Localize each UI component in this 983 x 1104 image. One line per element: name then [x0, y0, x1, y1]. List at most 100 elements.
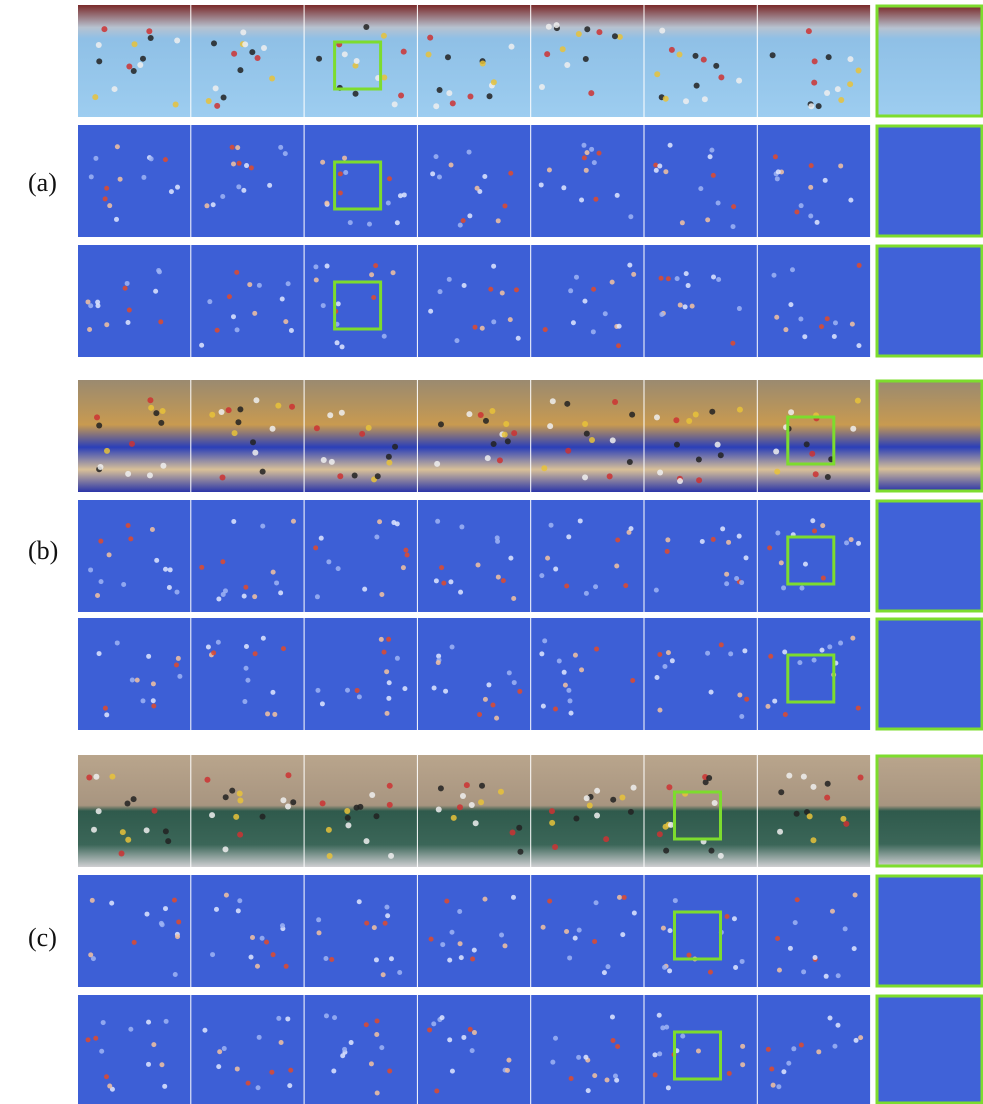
heatmap-frame [645, 125, 757, 237]
heat-spot [664, 1025, 669, 1030]
heat-spot [176, 656, 181, 661]
object [627, 459, 633, 465]
heat-spot [731, 204, 736, 209]
heat-spot [391, 270, 396, 275]
heat-spot [539, 651, 544, 656]
heat-spot [470, 957, 475, 962]
heat-spot [480, 326, 485, 331]
heat-spot [491, 319, 496, 324]
object [86, 774, 92, 780]
video-frame [645, 755, 757, 867]
heat-spot [852, 946, 857, 951]
heat-spot [690, 304, 695, 309]
heat-spot [242, 594, 247, 599]
heat-spot [87, 327, 92, 332]
heat-spot [449, 930, 454, 935]
object [480, 60, 486, 66]
heatmap-frame [758, 125, 870, 237]
object [715, 442, 721, 448]
heat-spot [668, 143, 673, 148]
object [669, 47, 675, 53]
heat-spot [850, 636, 855, 641]
object [666, 784, 672, 790]
object [663, 96, 669, 102]
heat-spot [766, 1047, 771, 1052]
heat-spot [856, 706, 861, 711]
object [813, 471, 819, 477]
object [147, 472, 153, 478]
heat-spot [844, 540, 849, 545]
heat-spot [675, 276, 680, 281]
heat-spot [777, 968, 782, 973]
heat-spot [286, 281, 291, 286]
heat-spot [849, 537, 854, 542]
heat-spot [336, 301, 341, 306]
heat-spot [324, 201, 329, 206]
object [345, 815, 351, 821]
object [214, 103, 220, 109]
object [619, 794, 625, 800]
object [654, 414, 660, 420]
object [434, 461, 440, 467]
heatmap-frame [758, 500, 870, 612]
heat-spot [340, 1053, 345, 1058]
heat-spot [441, 581, 446, 586]
heat-spot [267, 183, 272, 188]
heat-spot [768, 654, 773, 659]
heat-spot [257, 283, 262, 288]
object [211, 40, 217, 46]
heat-spot [150, 527, 155, 532]
heat-spot [285, 1016, 290, 1021]
heat-spot [379, 592, 384, 597]
object [550, 398, 556, 404]
object [344, 808, 350, 814]
object [673, 417, 679, 423]
object [491, 79, 497, 85]
heat-spot [856, 541, 861, 546]
heat-spot [459, 524, 464, 529]
object [289, 404, 295, 410]
zoom-view [877, 996, 982, 1103]
object [554, 22, 560, 28]
heat-spot [235, 327, 240, 332]
heat-spot [211, 202, 216, 207]
heatmap-frame [418, 618, 530, 730]
heat-spot [781, 1069, 786, 1074]
heat-spot [210, 952, 215, 957]
heat-spot [776, 169, 781, 174]
object [473, 820, 479, 826]
heat-spot [214, 907, 219, 912]
object [132, 41, 138, 47]
object [696, 456, 702, 462]
heat-spot [340, 344, 345, 349]
heat-spot [827, 644, 832, 649]
heat-spot [230, 145, 235, 150]
heat-spot [391, 520, 396, 525]
heat-spot [569, 1076, 574, 1081]
heat-spot [727, 1071, 732, 1076]
heat-spot [622, 895, 627, 900]
heat-spot [374, 535, 379, 540]
heat-spot [89, 174, 94, 179]
heat-spot [488, 287, 493, 292]
heat-spot [153, 289, 158, 294]
heat-spot [594, 647, 599, 652]
object [466, 411, 472, 417]
video-frame [418, 5, 530, 117]
heat-spot [386, 201, 391, 206]
heat-spot [402, 192, 407, 197]
object [843, 821, 849, 827]
heat-spot [631, 272, 636, 277]
heat-spot [372, 925, 377, 930]
heatmap-frame [78, 995, 190, 1104]
heat-spot [794, 209, 799, 214]
heat-spot [545, 556, 550, 561]
heat-spot [176, 919, 181, 924]
heat-spot [808, 213, 813, 218]
object [491, 441, 497, 447]
heat-spot [289, 328, 294, 333]
object [547, 423, 553, 429]
object [148, 35, 154, 41]
heat-spot [231, 314, 236, 319]
object [392, 444, 398, 450]
